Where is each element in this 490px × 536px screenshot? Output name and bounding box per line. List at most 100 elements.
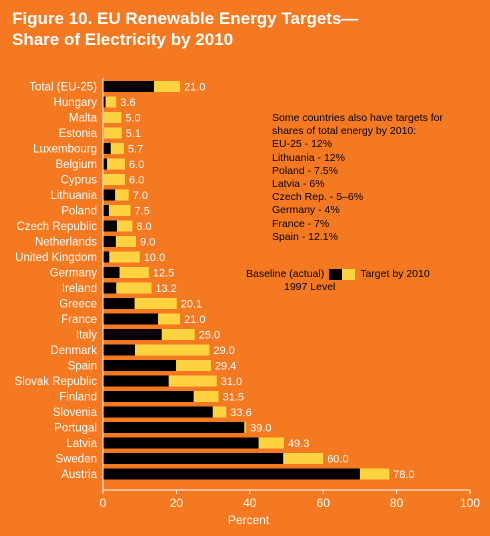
value-label: 6.0 [129,175,144,187]
baseline-bar [103,283,116,294]
baseline-bar [103,422,244,433]
x-tick-label: 0 [100,496,107,510]
value-label: 3.6 [120,97,135,109]
note-line: Poland - 7.5% [272,165,472,178]
category-label: Poland [61,206,97,218]
legend-target-label: Target by 2010 [360,268,429,281]
baseline-bar [103,329,162,340]
baseline-bar [103,438,259,449]
category-label: Cyprus [61,175,98,187]
legend-baseline-swatch [329,269,342,280]
note-line: France - 7% [272,218,472,231]
baseline-bar [103,314,158,325]
value-label: 60.0 [327,454,348,466]
category-label: Germany [50,268,98,280]
baseline-bar [103,407,213,418]
value-label: 33.6 [230,407,251,419]
note-line: Czech Rep. - 5–6% [272,191,472,204]
value-label: 13.2 [155,283,176,295]
category-label: Austria [61,469,97,481]
value-label: 49.3 [288,438,309,450]
note-line: Lithuania - 12% [272,152,472,165]
category-label: Greece [59,299,97,311]
note-box: Some countries also have targets for sha… [272,112,472,244]
x-tick-label: 20 [170,496,184,510]
note-heading: Some countries also have targets for sha… [272,112,472,138]
baseline-bar [103,391,194,402]
value-label: 20.1 [181,299,202,311]
value-label: 29.4 [215,361,236,373]
value-label: 8.0 [136,221,151,233]
category-label: Czech Republic [16,221,97,233]
category-label: Finland [59,392,97,404]
category-label: Hungary [54,97,98,109]
category-label: Slovenia [53,407,98,419]
category-label: Belgium [55,159,97,171]
baseline-bar [103,190,115,201]
baseline-bar [103,159,107,170]
category-label: Ireland [62,283,97,295]
x-tick-label: 80 [390,496,404,510]
x-tick-label: 60 [317,496,331,510]
value-label: 25.0 [199,330,220,342]
baseline-bar [103,453,283,464]
baseline-bar [103,267,120,278]
category-label: Italy [76,330,97,342]
category-label: Denmark [50,345,97,357]
baseline-bar [103,345,135,356]
category-label: Total (EU-25) [29,82,97,94]
value-label: 5.7 [128,144,143,156]
category-label: Portugal [54,423,97,435]
value-label: 29.0 [213,345,234,357]
value-label: 10.0 [144,252,165,264]
baseline-bar [103,360,176,371]
value-label: 31.5 [223,392,244,404]
baseline-bar [103,221,117,232]
baseline-bar [103,376,169,387]
value-label: 12.5 [153,268,174,280]
legend: Baseline (actual) Target by 2010 1997 Le… [246,268,476,294]
x-tick-label: 40 [243,496,257,510]
value-label: 5.0 [125,113,140,125]
baseline-bar [103,469,360,480]
baseline-bar [103,205,109,216]
value-label: 9.0 [140,237,155,249]
value-label: 21.0 [184,82,205,94]
category-label: Slovak Republic [15,376,98,388]
category-label: Netherlands [35,237,97,249]
value-label: 6.0 [129,159,144,171]
note-line: Spain - 12.1% [272,231,472,244]
target-bar [103,174,125,185]
value-label: 39.0 [250,423,271,435]
category-label: Latvia [66,438,97,450]
value-label: 7.0 [133,190,148,202]
value-label: 78.0 [393,469,414,481]
legend-baseline-sublabel: 1997 Level [246,281,476,294]
baseline-bar [103,252,109,263]
category-label: Malta [69,113,98,125]
note-line: EU-25 - 12% [272,138,472,151]
note-line: Latvia - 6% [272,178,472,191]
value-label: 31.0 [221,376,242,388]
category-label: France [61,314,97,326]
value-label: 5.1 [126,128,141,140]
category-label: Sweden [55,454,97,466]
baseline-bar [103,143,111,154]
category-label: Spain [68,361,97,373]
category-label: Luxembourg [33,144,97,156]
category-label: Lithuania [50,190,97,202]
baseline-bar [103,81,154,92]
note-line: Germany - 4% [272,204,472,217]
target-bar [103,128,122,139]
value-label: 21.0 [184,314,205,326]
category-label: Estonia [59,128,98,140]
baseline-bar [103,298,135,309]
baseline-bar [103,236,116,247]
legend-target-swatch [342,269,355,280]
target-bar [103,112,121,123]
x-axis-title: Percent [228,513,270,527]
category-label: United Kingdom [15,252,97,264]
value-label: 7.5 [135,206,150,218]
legend-baseline-label: Baseline (actual) [246,268,324,281]
